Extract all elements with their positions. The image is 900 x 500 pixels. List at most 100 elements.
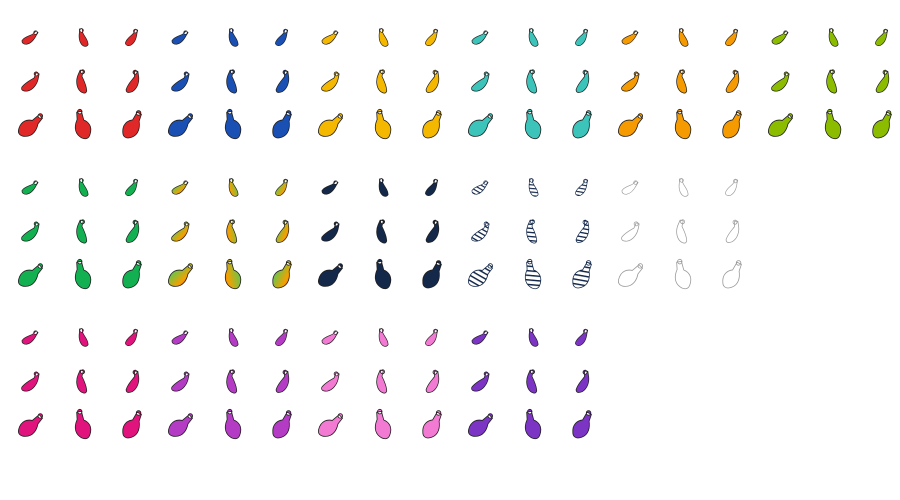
scarf-sprite xyxy=(74,258,92,290)
scarf-sprite xyxy=(575,369,590,393)
scarf-sprite xyxy=(824,108,842,140)
scarf-sprite xyxy=(321,180,339,195)
scarf-sprite xyxy=(378,178,389,197)
scarf-sprite xyxy=(422,410,442,439)
scarf-sprite xyxy=(722,110,742,139)
scarf-sprite xyxy=(171,71,190,92)
scarf-sprite xyxy=(676,69,688,94)
scarf-sprite xyxy=(275,219,290,243)
scarf-sprite xyxy=(171,330,189,345)
scarf-sprite xyxy=(275,369,290,393)
scarf-sprite xyxy=(771,30,789,45)
scarf-sprite xyxy=(21,221,40,242)
scarf-sprite xyxy=(724,28,739,46)
scarf-sprite xyxy=(78,328,89,347)
scarf-sprite xyxy=(617,263,643,287)
scarf-sprite xyxy=(124,28,139,46)
scarf-sprite xyxy=(378,28,389,47)
scarf-sprite xyxy=(272,110,292,139)
scarf-sprite xyxy=(224,258,242,290)
scarf-sprite xyxy=(317,263,343,287)
scarf-sprite xyxy=(378,328,389,347)
scarf-sprite xyxy=(226,69,238,94)
scarf-sprite xyxy=(467,413,493,437)
scarf-sprite xyxy=(122,260,142,289)
scarf-sprite xyxy=(678,28,689,47)
scarf-sprite xyxy=(621,30,639,45)
scarf-sprite xyxy=(678,178,689,197)
scarf-sprite xyxy=(526,369,538,394)
scarf-sprite xyxy=(76,369,88,394)
scarf-sprite xyxy=(875,69,890,93)
scarf-sprite xyxy=(676,219,688,244)
scarf-sprite xyxy=(572,410,592,439)
scarf-sprite xyxy=(425,369,440,393)
scarf-sprite xyxy=(528,328,539,347)
scarf-sprite xyxy=(272,260,292,289)
scarf-sprite xyxy=(771,71,790,92)
scarf-sprite xyxy=(422,260,442,289)
scarf-sprite xyxy=(471,330,489,345)
scarf-sprite xyxy=(321,221,340,242)
scarf-sprite xyxy=(767,113,793,137)
scarf-sprite xyxy=(17,413,43,437)
scarf-sprite xyxy=(224,108,242,140)
scarf-sprite xyxy=(621,221,640,242)
scarf-sprite xyxy=(574,178,589,196)
scarf-sprite xyxy=(374,408,392,440)
scarf-sprite xyxy=(828,28,839,47)
scarf-sprite xyxy=(321,371,340,392)
scarf-sprite xyxy=(317,413,343,437)
scarf-sprite xyxy=(422,110,442,139)
scarf-sprite xyxy=(524,108,542,140)
scarf-sprite xyxy=(526,219,538,244)
scarf-sprite xyxy=(171,180,189,195)
scarf-sprite xyxy=(674,258,692,290)
scarf-sprite xyxy=(125,219,140,243)
scarf-sprite xyxy=(826,69,838,94)
scarf-sprite xyxy=(122,110,142,139)
scarf-sprite xyxy=(674,108,692,140)
scarf-sprite xyxy=(467,263,493,287)
scarf-sprite xyxy=(467,113,493,137)
scarf-sprite xyxy=(171,371,190,392)
scarf-sprite xyxy=(874,28,889,46)
scarf-sprite xyxy=(226,219,238,244)
scarf-sprite xyxy=(574,328,589,346)
scarf-sprite xyxy=(224,408,242,440)
scarf-sprite xyxy=(425,219,440,243)
scarf-sprite xyxy=(621,71,640,92)
scarf-sprite xyxy=(524,258,542,290)
scarf-sprite xyxy=(471,221,490,242)
scarf-sprite xyxy=(74,408,92,440)
scarf-sprite xyxy=(321,30,339,45)
scarf-sprite xyxy=(528,178,539,197)
scarf-sprite xyxy=(78,178,89,197)
scarf-sprite xyxy=(171,30,189,45)
scarf-sprite xyxy=(872,110,892,139)
scarf-sprite xyxy=(424,178,439,196)
scarf-sprite xyxy=(471,180,489,195)
scarf-sprite xyxy=(471,71,490,92)
scarf-sprite xyxy=(376,369,388,394)
scarf-sprite xyxy=(274,178,289,196)
scarf-sprite xyxy=(575,69,590,93)
scarf-sprite xyxy=(21,330,39,345)
scarf-sprite xyxy=(374,258,392,290)
scarf-sprite xyxy=(321,71,340,92)
scarf-sprite xyxy=(171,221,190,242)
scarf-sprite xyxy=(76,219,88,244)
scarf-sprite xyxy=(125,369,140,393)
scarf-sprite xyxy=(124,328,139,346)
scarf-sprite xyxy=(274,28,289,46)
scarf-sprite xyxy=(274,328,289,346)
scarf-sprite xyxy=(471,30,489,45)
scarf-sprite xyxy=(21,71,40,92)
scarf-sprite xyxy=(574,28,589,46)
scarf-sprite xyxy=(471,371,490,392)
scarf-sprite xyxy=(228,328,239,347)
scarf-sprite xyxy=(74,108,92,140)
scarf-sprite xyxy=(124,178,139,196)
scarf-sprite xyxy=(317,113,343,137)
scarf-sprite xyxy=(572,110,592,139)
